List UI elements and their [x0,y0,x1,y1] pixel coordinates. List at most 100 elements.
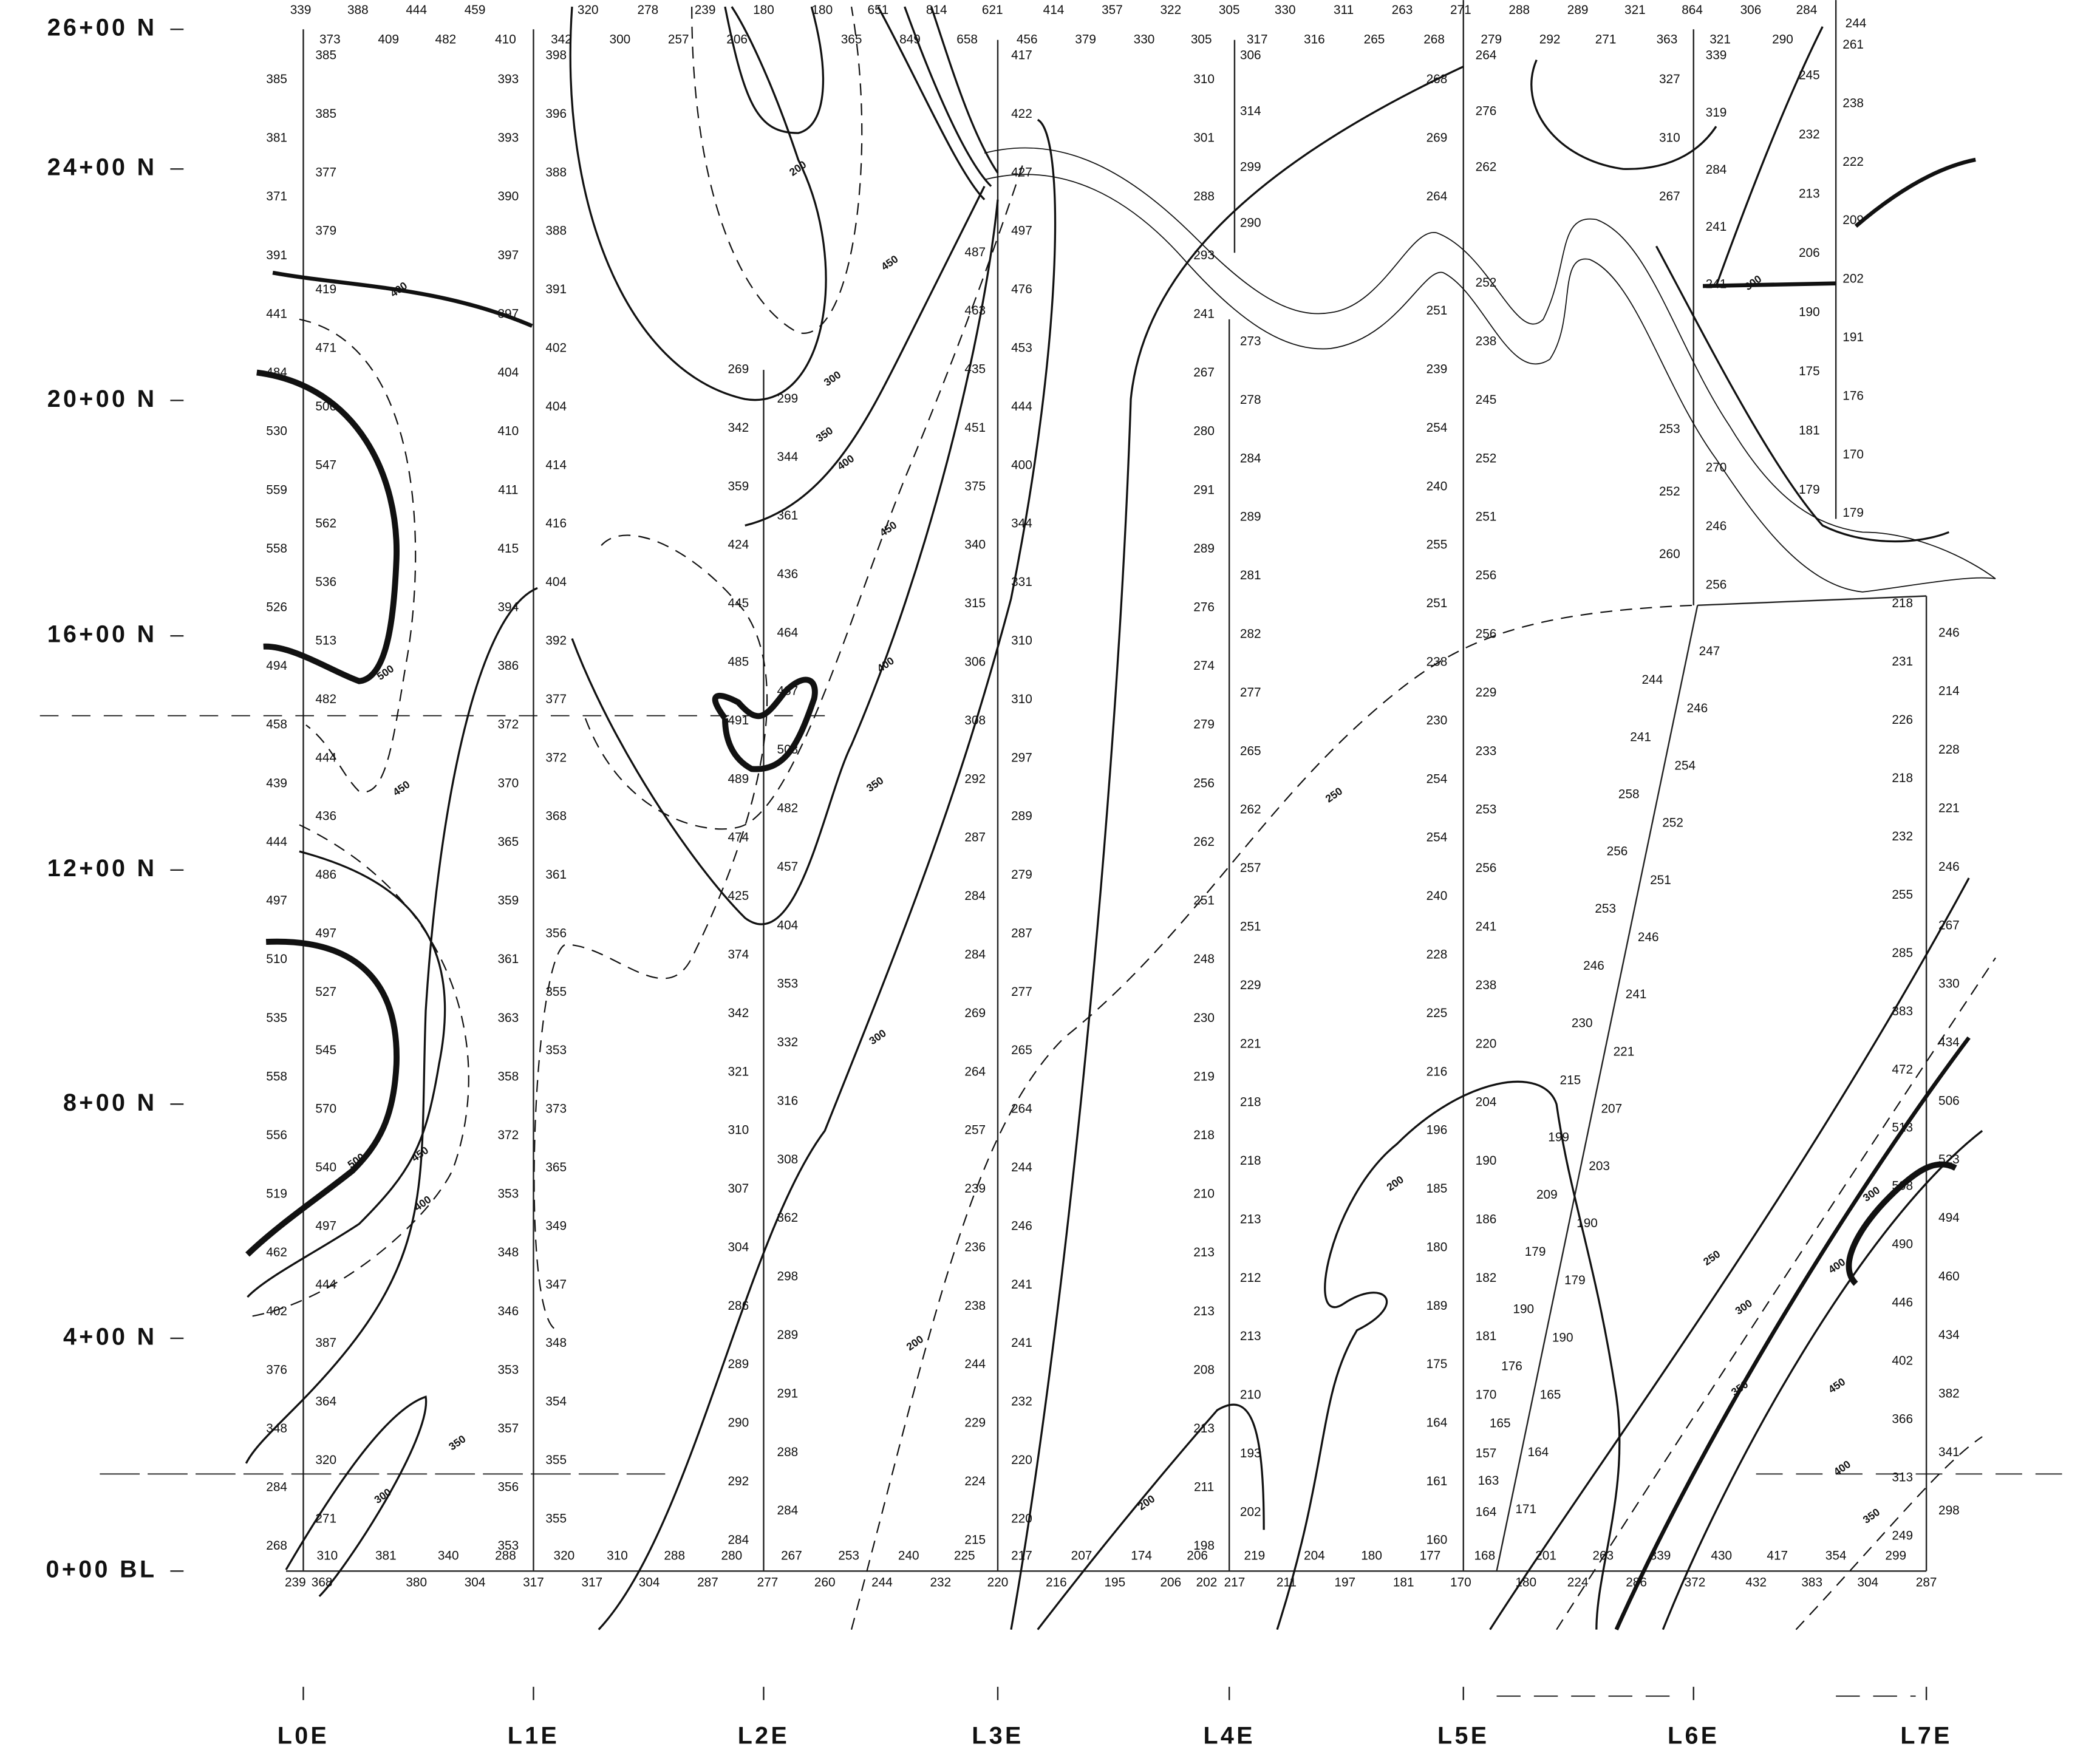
station-reading: 372 [545,751,567,765]
station-reading: 204 [1476,1095,1497,1109]
station-reading: 206 [1799,246,1820,260]
station-reading: 256 [1476,568,1497,582]
station-reading: 218 [1193,1128,1215,1142]
station-reading: 365 [545,1160,567,1174]
station-reading: 246 [1011,1219,1032,1233]
diagonal-reading: 247 [1699,644,1720,658]
baseline-reading: 299 [1885,1549,1906,1563]
baseline-reading: 340 [438,1549,459,1563]
contour-label: 450 [879,253,901,273]
station-reading: 435 [964,363,986,376]
contour [745,186,986,526]
station-reading: 508 [1892,1179,1913,1193]
station-reading: 286 [728,1299,749,1313]
top-reading: 305 [1191,32,1212,46]
station-reading: 404 [777,918,799,932]
station-reading: 251 [1240,919,1261,933]
station-reading: 246 [1706,519,1727,533]
station-reading: 256 [1476,627,1497,641]
station-reading: 222 [1842,155,1864,169]
station-reading: 285 [1892,946,1913,960]
station-reading: 436 [777,567,799,581]
station-reading: 252 [1659,485,1680,499]
station-reading: 392 [545,633,567,647]
station-reading: 411 [498,483,518,497]
station-reading: 230 [1193,1011,1215,1025]
station-reading: 170 [1476,1388,1497,1402]
top-reading: 300 [610,32,631,46]
station-reading: 365 [497,835,519,849]
station-reading: 276 [1476,104,1497,118]
station-reading: 558 [266,542,287,556]
station-reading: 210 [1240,1388,1261,1402]
station-reading: 244 [1011,1160,1032,1174]
station-reading: 427 [1011,165,1032,179]
station-reading: 342 [728,1006,749,1020]
station-reading: 404 [545,400,567,414]
diagonal-reading: 176 [1501,1360,1522,1374]
station-reading: 374 [728,947,749,961]
station-reading: 361 [545,868,567,882]
station-reading: 464 [777,625,799,639]
station-reading: 185 [1426,1182,1448,1196]
contour [272,270,533,328]
baseline-reading: 339 [1650,1549,1671,1563]
baseline-reading: 224 [1567,1575,1589,1589]
contour [1010,66,1464,1630]
station-reading: 257 [964,1123,986,1137]
station-reading: 382 [1938,1386,1960,1400]
station-reading: 386 [497,659,519,673]
station-reading: 402 [1892,1354,1913,1368]
contour [1703,157,1976,288]
station-reading: 346 [497,1304,519,1318]
station-reading: 362 [777,1211,799,1225]
station-reading: 292 [964,772,986,786]
baseline-reading: 260 [814,1575,836,1589]
contour [256,369,400,684]
contour-label: 450 [390,778,412,798]
station-reading: 230 [1426,713,1448,727]
station-reading: 182 [1476,1271,1497,1285]
station-reading: 353 [497,1363,519,1377]
station-reading: 211 [1194,1480,1214,1494]
baseline-reading: 310 [317,1549,338,1563]
station-reading: 289 [1240,510,1261,524]
contour [569,6,827,401]
station-reading: 221 [1938,802,1960,816]
station-reading: 372 [497,1128,519,1142]
baseline-reading: 170 [1450,1575,1471,1589]
contour [247,850,446,1298]
station-reading: 164 [1426,1416,1448,1430]
station-reading: 264 [964,1064,986,1078]
station-reading: 310 [1011,692,1032,706]
station-reading: 157 [1476,1446,1497,1460]
contour-label: 300 [1733,1297,1754,1317]
diagonal-reading: 209 [1536,1188,1558,1202]
contour [712,676,818,772]
station-reading: 254 [1426,772,1448,786]
station-reading: 559 [266,483,287,497]
station-reading: 213 [1240,1329,1261,1343]
station-reading: 476 [1011,282,1032,296]
station-reading: 482 [315,692,336,706]
station-reading: 256 [1193,776,1215,790]
top-reading: 271 [1450,3,1471,17]
line-ticks [170,29,1928,1700]
station-reading: 241 [1193,307,1215,321]
contour [245,938,400,1257]
station-reading: 444 [1011,400,1032,414]
baseline-reading: 168 [1474,1549,1495,1563]
station-reading: 474 [728,831,749,845]
station-reading: 540 [315,1160,336,1174]
baseline-reading: 304 [465,1575,486,1589]
station-reading: 289 [1193,542,1215,556]
baseline-reading: 180 [1515,1575,1536,1589]
top-reading: 305 [1219,3,1240,17]
top-reading: 257 [668,32,689,46]
station-reading: 387 [315,1336,336,1350]
station-reading: 353 [545,1043,567,1057]
station-reading: 417 [1011,49,1032,63]
baseline-reading: 286 [1626,1575,1647,1589]
diagonal-reading: 179 [1564,1273,1586,1287]
